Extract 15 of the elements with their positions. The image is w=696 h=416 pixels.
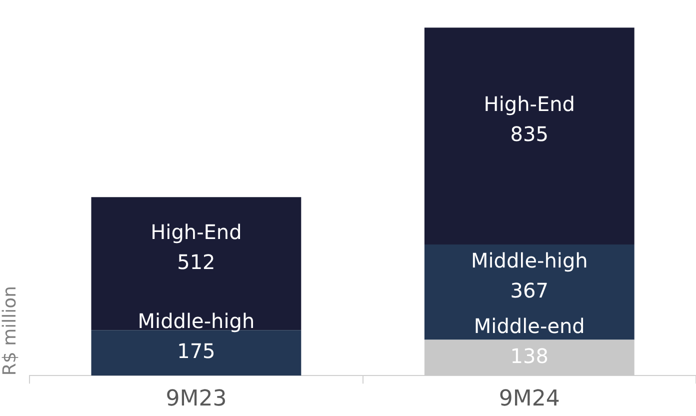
data-label: 512	[177, 250, 216, 274]
bar	[424, 244, 634, 340]
data-label: 835	[510, 122, 548, 146]
y-axis-title: R$ million	[0, 286, 20, 376]
x-tick-label: 9M24	[498, 386, 560, 412]
data-label: 367	[510, 278, 548, 302]
series-label: Middle-end	[474, 314, 585, 338]
bar	[424, 28, 634, 244]
series-label: Middle-high	[138, 309, 255, 334]
bar	[91, 197, 302, 330]
x-tick-label: 9M23	[166, 386, 227, 412]
text: High-End	[484, 92, 575, 116]
series-label: High-End	[150, 220, 242, 244]
data-label: 175	[177, 339, 216, 364]
text: Middle-high	[470, 248, 588, 272]
